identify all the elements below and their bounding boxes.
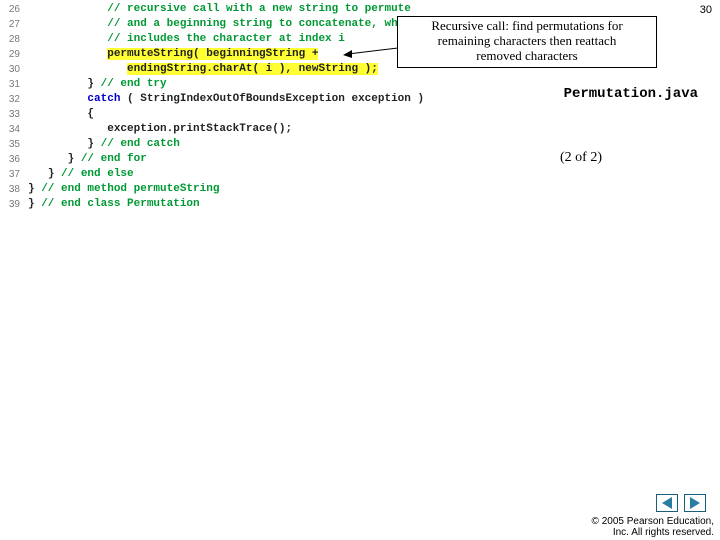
- line-number: 36: [0, 152, 28, 167]
- copyright-line: Inc. All rights reserved.: [592, 527, 714, 538]
- comment: // includes the character at index i: [107, 33, 345, 45]
- indent: [28, 93, 87, 105]
- brace: {: [87, 108, 94, 120]
- line-number: 38: [0, 182, 28, 197]
- comment: // end for: [81, 153, 147, 165]
- code-text: permuteString( beginningString +: [107, 48, 318, 60]
- callout-line: removed characters: [404, 49, 650, 64]
- code-block: 26 // recursive call with a new string t…: [0, 2, 424, 212]
- indent: [28, 48, 107, 60]
- line-number: 33: [0, 107, 28, 122]
- brace: }: [87, 78, 100, 90]
- code-text: endingString.charAt( i ), newString );: [127, 63, 378, 75]
- copyright-line: © 2005 Pearson Education,: [592, 516, 714, 527]
- brace: }: [28, 198, 41, 210]
- line-number: 35: [0, 137, 28, 152]
- code-text: exception.printStackTrace();: [107, 123, 292, 135]
- nav-controls: [656, 494, 706, 512]
- line-number: 34: [0, 122, 28, 137]
- callout-line: Recursive call: find permutations for: [404, 19, 650, 34]
- line-number: 26: [0, 2, 28, 17]
- callout-box: Recursive call: find permutations for re…: [397, 16, 657, 68]
- indent: [28, 138, 87, 150]
- next-button[interactable]: [684, 494, 706, 512]
- indent: [28, 33, 107, 45]
- indent: [28, 78, 87, 90]
- copyright: © 2005 Pearson Education, Inc. All right…: [592, 516, 714, 538]
- comment: // and a beginning string to concatenate…: [107, 18, 417, 30]
- comment: // end try: [101, 78, 167, 90]
- page-indicator: (2 of 2): [560, 150, 602, 166]
- brace: }: [28, 183, 41, 195]
- file-label: Permutation.java: [564, 86, 698, 102]
- comment: // recursive call with a new string to p…: [107, 3, 411, 15]
- slide-number: 30: [700, 4, 712, 16]
- chevron-right-icon: [690, 497, 700, 509]
- indent: [28, 153, 68, 165]
- comment: // end catch: [101, 138, 180, 150]
- indent: [28, 168, 48, 180]
- prev-button[interactable]: [656, 494, 678, 512]
- callout-line: remaining characters then reattach: [404, 34, 650, 49]
- brace: }: [48, 168, 61, 180]
- indent: [28, 18, 107, 30]
- brace: }: [68, 153, 81, 165]
- brace: }: [87, 138, 100, 150]
- line-number: 30: [0, 62, 28, 77]
- line-number: 29: [0, 47, 28, 62]
- indent: [28, 63, 127, 75]
- line-number: 27: [0, 17, 28, 32]
- chevron-left-icon: [662, 497, 672, 509]
- callout-arrow-icon: [340, 40, 400, 60]
- line-number: 31: [0, 77, 28, 92]
- line-number: 32: [0, 92, 28, 107]
- code-text: ( StringIndexOutOfBoundsException except…: [120, 93, 424, 105]
- comment: // end method permuteString: [41, 183, 219, 195]
- line-number: 39: [0, 197, 28, 212]
- comment: // end class Permutation: [41, 198, 199, 210]
- indent: [28, 3, 107, 15]
- line-number: 28: [0, 32, 28, 47]
- line-number: 37: [0, 167, 28, 182]
- comment: // end else: [61, 168, 134, 180]
- indent: [28, 123, 107, 135]
- indent: [28, 108, 87, 120]
- keyword: catch: [87, 93, 120, 105]
